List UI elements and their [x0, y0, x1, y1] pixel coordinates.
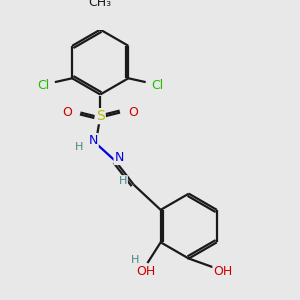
Text: H: H [118, 176, 127, 186]
Text: OH: OH [213, 265, 232, 278]
Text: O: O [129, 106, 139, 119]
Text: N: N [115, 151, 124, 164]
Text: N: N [88, 134, 98, 147]
Text: O: O [62, 106, 72, 119]
Text: OH: OH [136, 265, 156, 278]
Text: S: S [96, 109, 105, 123]
Text: H: H [75, 142, 84, 152]
Text: Cl: Cl [151, 79, 163, 92]
Text: H: H [131, 255, 140, 265]
Text: CH₃: CH₃ [89, 0, 112, 9]
Text: Cl: Cl [37, 79, 50, 92]
